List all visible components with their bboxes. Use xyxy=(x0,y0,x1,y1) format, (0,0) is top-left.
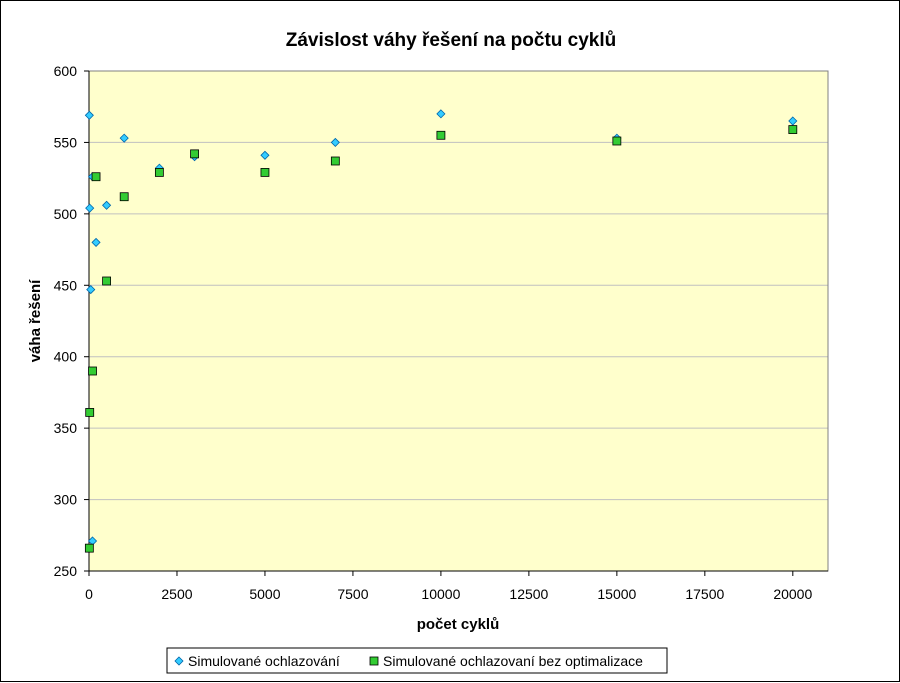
data-point-diamond xyxy=(84,110,94,120)
data-point-diamond xyxy=(85,203,95,213)
data-point-square xyxy=(330,156,340,166)
data-point-diamond xyxy=(86,285,96,295)
y-tick-label: 500 xyxy=(54,206,78,222)
data-point-square xyxy=(91,172,101,182)
legend-box xyxy=(166,647,668,674)
data-point-diamond xyxy=(436,109,446,119)
x-tick-label: 10000 xyxy=(421,586,460,602)
data-point-diamond xyxy=(788,116,798,126)
data-point-square xyxy=(84,543,94,553)
data-point-square xyxy=(88,366,97,376)
plot-background xyxy=(89,71,828,571)
y-tick-label: 600 xyxy=(54,63,78,79)
plot-area: 250 300 350 400 450 500 550 600 0 2500 5000 7500 100… xyxy=(54,63,829,602)
legend-label: Simulované ochlazovaní bez optimalizace xyxy=(383,653,643,669)
y-tick-label: 550 xyxy=(54,134,78,150)
data-point-square xyxy=(119,192,129,202)
x-tick-label: 12500 xyxy=(509,586,548,602)
data-point-diamond xyxy=(91,237,101,247)
y-tick-label: 450 xyxy=(54,277,78,293)
y-tick-label: 350 xyxy=(54,420,78,436)
legend-marker xyxy=(174,656,184,666)
y-tick-label: 400 xyxy=(54,349,78,365)
data-point-square xyxy=(85,408,95,417)
legend-label: Simulované ochlazování xyxy=(188,653,340,669)
x-tick-label: 20000 xyxy=(773,586,812,602)
x-tick-label: 5000 xyxy=(249,586,280,602)
data-point-diamond xyxy=(119,133,129,143)
data-point-diamond xyxy=(330,137,340,147)
y-tick-label: 300 xyxy=(54,492,78,508)
data-point-square xyxy=(612,136,622,146)
y-axis-label: váha řešení xyxy=(27,279,44,362)
data-point-square xyxy=(154,168,164,177)
data-point-square xyxy=(102,276,111,286)
chart-title: Závislost váhy řešení na počtu cyklů xyxy=(286,30,617,51)
data-point-square xyxy=(260,168,270,177)
data-point-square xyxy=(436,130,446,140)
x-tick-label: 15000 xyxy=(597,586,636,602)
data-point-diamond xyxy=(260,150,270,160)
x-tick-label: 0 xyxy=(85,586,93,602)
x-tick-label: 7500 xyxy=(337,586,368,602)
data-point-diamond xyxy=(102,200,112,210)
data-point-square xyxy=(788,125,798,134)
legend-marker xyxy=(369,656,379,666)
legend: Simulované ochlazování Simulované ochlazo… xyxy=(166,647,668,674)
x-axis-label: počet cyklů xyxy=(417,616,500,633)
y-tick-label: 250 xyxy=(54,563,78,579)
x-tick-label: 2500 xyxy=(161,586,192,602)
data-point-square xyxy=(190,149,199,159)
x-tick-label: 17500 xyxy=(685,586,724,602)
